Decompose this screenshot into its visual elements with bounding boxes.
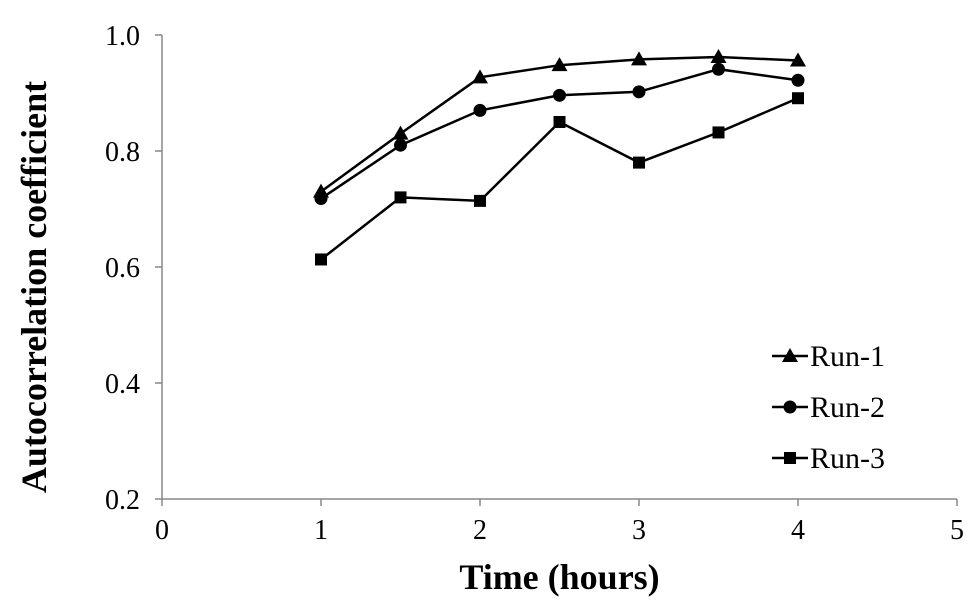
x-tick-label: 2 (473, 515, 487, 546)
data-point (712, 126, 725, 139)
data-point (474, 194, 486, 207)
data-point (551, 57, 568, 72)
legend-label: Run-2 (810, 391, 885, 424)
x-tick-label: 0 (155, 515, 169, 546)
x-tick-label: 3 (632, 515, 646, 546)
legend-item: Run-2 (772, 391, 885, 424)
series-run-3 (315, 92, 804, 266)
x-axis-title: Time (hours) (459, 557, 659, 597)
data-point (473, 103, 487, 117)
data-point (791, 73, 805, 87)
y-tick-label: 0.6 (105, 253, 140, 284)
data-point (553, 116, 566, 128)
data-point (553, 88, 566, 102)
data-point (632, 85, 646, 99)
data-point (394, 191, 407, 204)
series-layer (313, 49, 806, 266)
series-run-1 (313, 49, 806, 198)
data-point (633, 156, 645, 169)
legend-marker (784, 452, 796, 464)
data-point (710, 49, 727, 64)
legend-item: Run-3 (772, 442, 885, 475)
series-line (320, 67, 799, 200)
data-point (712, 62, 725, 76)
x-tick-label: 1 (314, 515, 328, 546)
legend-marker (783, 400, 797, 414)
x-tick-label: 4 (791, 515, 805, 546)
data-point (792, 92, 804, 105)
y-axis-title: Autocorrelation coefficient (14, 81, 54, 493)
data-point (790, 52, 806, 67)
data-point (392, 125, 409, 140)
y-tick-label: 0.2 (105, 485, 140, 516)
series-run-2 (314, 62, 805, 206)
y-tick-label: 1.0 (105, 21, 140, 52)
legend-marker (782, 348, 798, 362)
data-point (394, 138, 407, 152)
legend-label: Run-1 (810, 340, 885, 373)
y-tick-label: 0.8 (105, 137, 140, 168)
legend: Run-1 Run-2 Run-3 (772, 340, 885, 475)
x-tick-label: 5 (950, 515, 964, 546)
legend-label: Run-3 (810, 442, 885, 475)
data-point (314, 192, 328, 206)
data-point (631, 51, 647, 66)
y-tick-label: 0.4 (105, 369, 140, 400)
legend-item: Run-1 (772, 340, 885, 373)
data-point (315, 253, 327, 266)
data-point (472, 69, 488, 84)
axes: 0.2 0.4 0.6 0.8 1.0 0 1 2 3 4 5 (105, 21, 964, 546)
